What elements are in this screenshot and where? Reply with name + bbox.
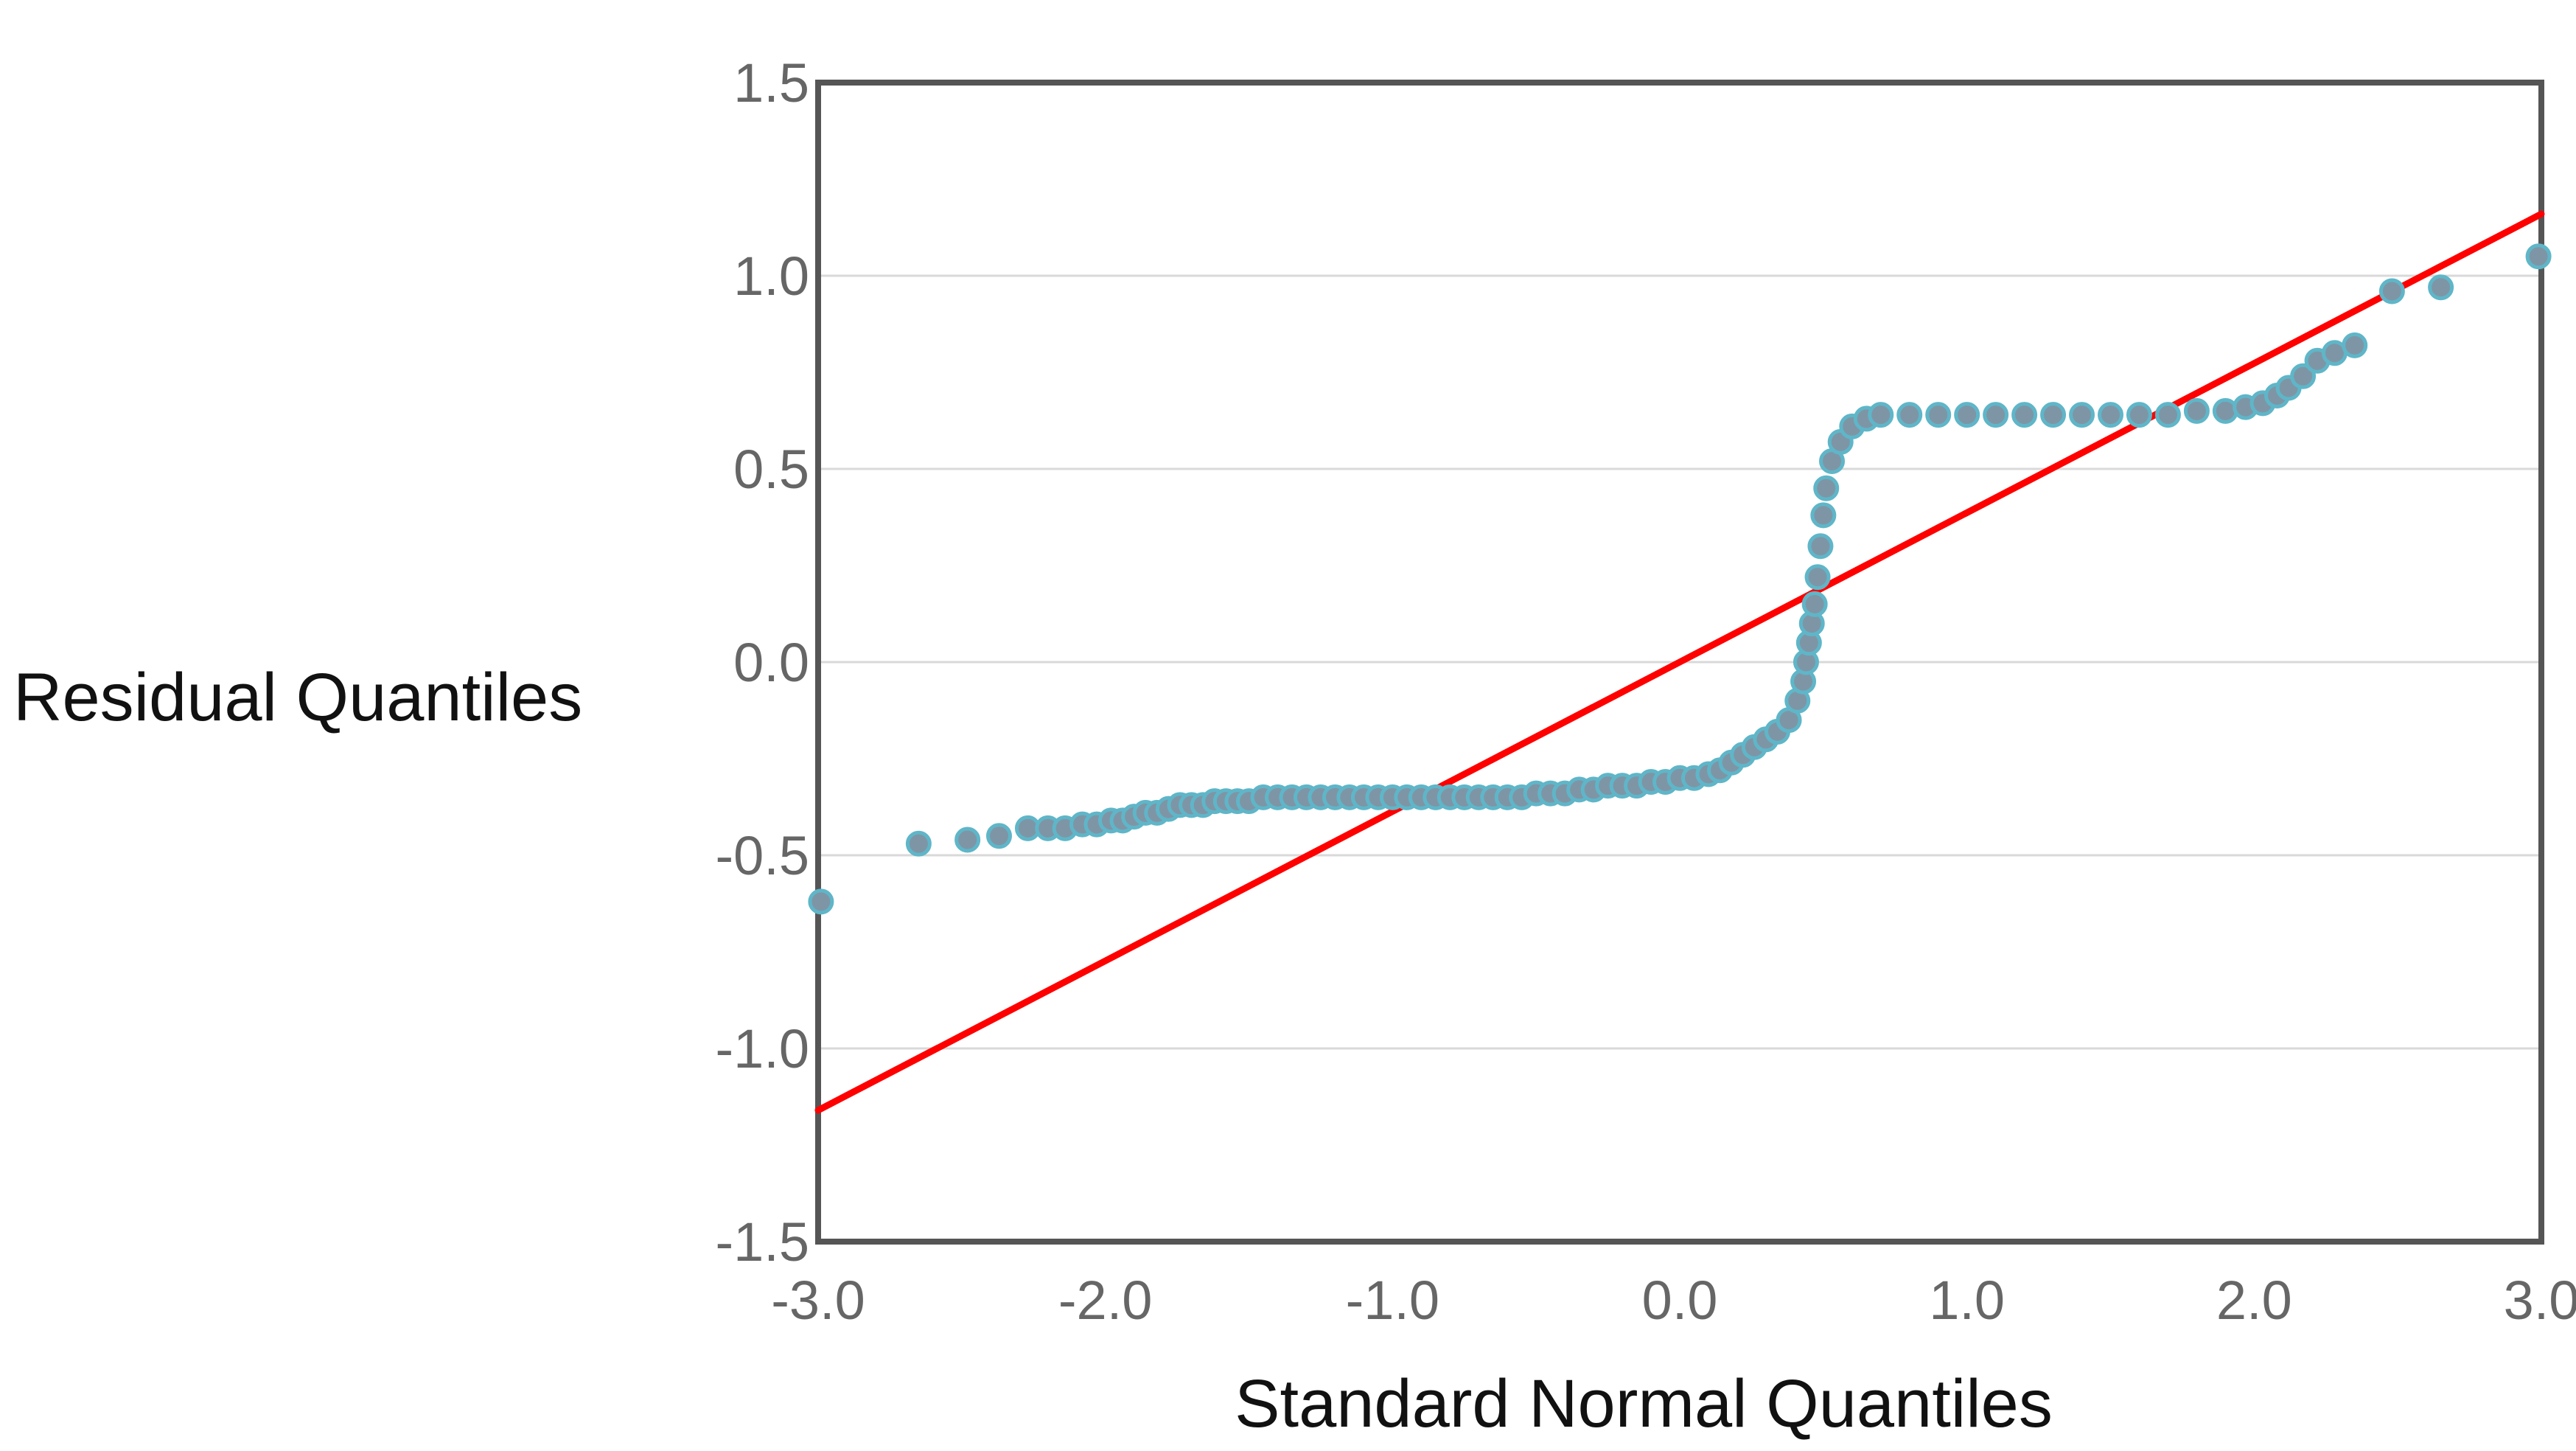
y-axis-title: Residual Quantiles	[13, 660, 582, 735]
y-tick-label-5: -1.0	[715, 1018, 809, 1079]
x-tick-label-0: -3.0	[771, 1270, 865, 1331]
data-point-68	[1807, 533, 1834, 560]
x-tick-label-1: -2.0	[1058, 1270, 1153, 1331]
data-point-96	[2378, 278, 2405, 305]
x-tick-label-3: 0.0	[1642, 1270, 1718, 1331]
y-tick-label-4: -0.5	[715, 825, 809, 886]
data-point-95	[2342, 332, 2368, 358]
data-point-78	[1954, 402, 1980, 428]
data-point-76	[1896, 402, 1923, 428]
data-point-70	[1813, 475, 1840, 501]
x-tick-label-6: 3.0	[2504, 1270, 2576, 1331]
x-tick-label-4: 1.0	[1929, 1270, 2005, 1331]
data-point-98	[2525, 243, 2552, 270]
x-axis-title: Standard Normal Quantiles	[1235, 1366, 2053, 1441]
plot-frame	[815, 80, 2544, 1245]
data-point-81	[2040, 402, 2067, 428]
data-point-3	[985, 823, 1012, 849]
data-point-66	[1801, 591, 1828, 617]
y-tick-label-6: -1.5	[715, 1211, 809, 1273]
data-point-1	[905, 830, 932, 857]
data-point-84	[2126, 402, 2152, 428]
data-point-83	[2098, 402, 2123, 428]
data-point-75	[1868, 402, 1894, 428]
y-tick-label-2: 0.5	[733, 439, 809, 500]
y-tick-label-0: 1.5	[733, 52, 809, 114]
data-point-67	[1804, 564, 1831, 591]
data-point-92	[2290, 363, 2317, 389]
x-tick-label-2: -1.0	[1346, 1270, 1440, 1331]
data-point-69	[1810, 502, 1837, 529]
y-tick-label-1: 1.0	[733, 246, 809, 307]
reference-line	[814, 210, 2545, 1114]
data-point-97	[2428, 274, 2454, 301]
data-point-86	[2183, 397, 2210, 424]
data-point-0	[808, 888, 834, 915]
y-axis-ticks: 1.5 1.0 0.5 0.0 -0.5 -1.0 -1.5	[715, 52, 809, 1273]
x-axis-ticks: -3.0 -2.0 -1.0 0.0 1.0 2.0 3.0	[771, 1270, 2576, 1331]
data-point-87	[2212, 397, 2238, 424]
data-point-79	[1983, 402, 2009, 428]
data-points-layer	[808, 243, 2552, 915]
data-point-77	[1925, 402, 1952, 428]
data-point-2	[954, 827, 981, 853]
data-point-82	[2069, 402, 2095, 428]
reference-line-layer	[814, 210, 2545, 1114]
data-point-80	[2011, 402, 2038, 428]
x-tick-label-5: 2.0	[2216, 1270, 2292, 1331]
y-tick-label-3: 0.0	[733, 632, 809, 693]
data-point-85	[2154, 402, 2181, 428]
